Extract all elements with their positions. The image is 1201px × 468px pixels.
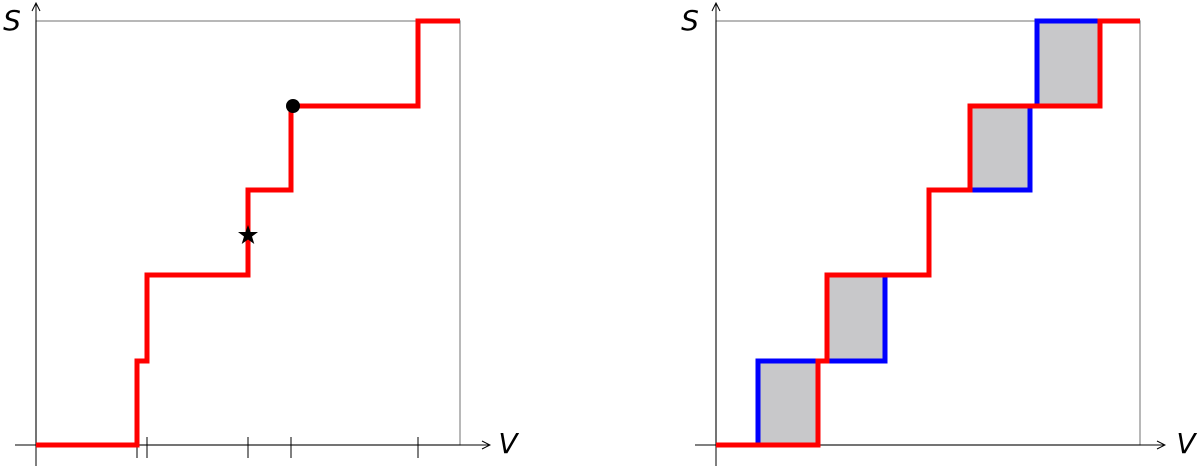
x-label: V [1176, 427, 1197, 460]
ticks [136, 437, 419, 458]
shaded-regions [758, 21, 1100, 445]
dot-marker [286, 99, 300, 113]
right-panel: S V [681, 3, 1197, 466]
red-step-curve [716, 18, 1140, 448]
x-label: V [498, 427, 519, 460]
left-panel: S V [3, 3, 519, 466]
star-marker [238, 225, 258, 244]
y-label: S [681, 4, 699, 37]
y-label: S [3, 4, 21, 37]
